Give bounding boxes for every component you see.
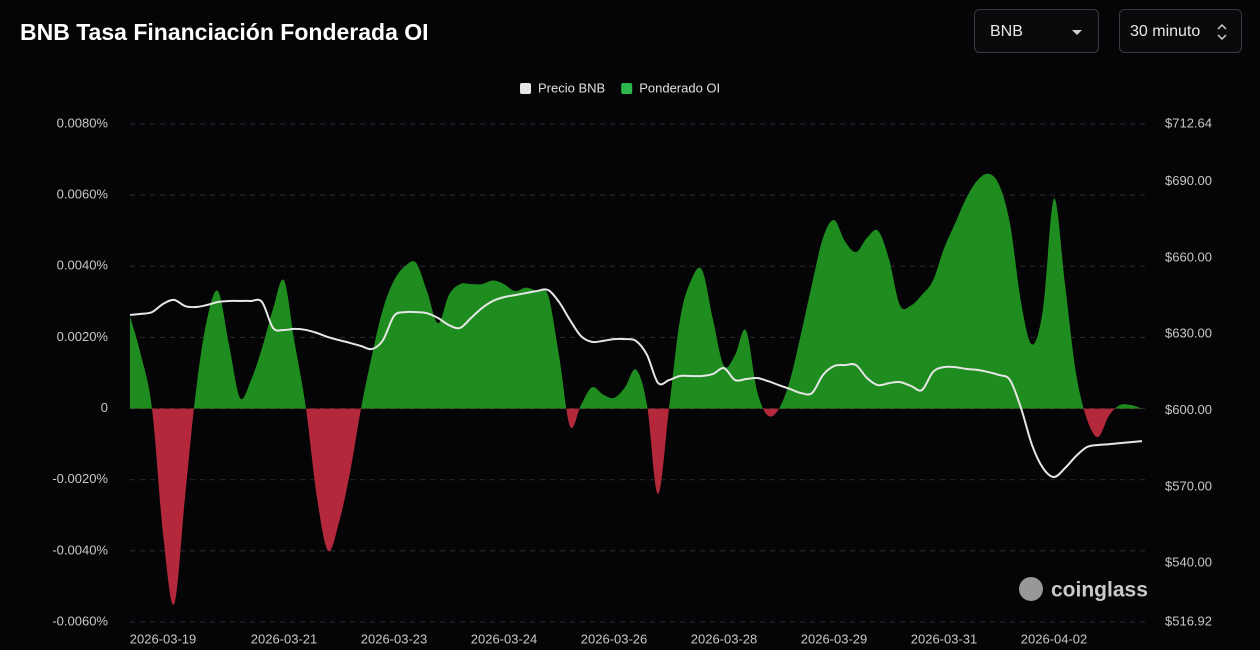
y-tick-label: 0.0080% [57,115,109,130]
stepper-arrows [1217,23,1227,41]
select-box[interactable] [974,9,1099,53]
symbol-select[interactable]: BNB [974,9,1099,53]
chart-title: BNB Tasa Financiación Fonderada OI [20,19,429,45]
y2-tick-label: $600.00 [1165,402,1212,417]
y2-tick-label: $540.00 [1165,555,1212,570]
y-tick-label: -0.0020% [52,471,108,486]
legend-swatch [520,83,531,94]
price-line [129,288,1143,479]
select-value[interactable]: BNB [990,23,1023,40]
funding-area [130,173,1142,605]
legend-label: Precio BNB [538,80,605,95]
y2-tick-label: $516.92 [1165,613,1212,628]
dropdown-arrow [1072,30,1082,35]
y2-tick-label: $690.00 [1165,173,1212,188]
y2-tick-label: $712.64 [1165,115,1212,130]
y-tick-label: -0.0060% [52,613,108,628]
y-tick-label: 0.0020% [57,329,109,344]
x-tick-label: 2026-03-28 [691,631,758,646]
y2-tick-label: $570.00 [1165,478,1212,493]
y-tick-label: 0.0060% [57,187,109,202]
x-tick-label: 2026-04-02 [1021,631,1088,646]
legend-swatch [621,83,633,94]
y-tick-label: 0 [101,400,108,415]
y2-tick-label: $630.00 [1165,326,1212,341]
select-value[interactable]: 30 minuto [1130,23,1200,40]
watermark-logo [1019,577,1043,601]
y-tick-label: 0.0040% [57,258,109,273]
x-tick-label: 2026-03-29 [801,631,868,646]
x-tick-label: 2026-03-26 [581,631,648,646]
x-tick-label: 2026-03-31 [911,631,978,646]
x-tick-label: 2026-03-23 [361,631,428,646]
y-tick-label: -0.0040% [52,542,108,557]
legend-label: Ponderado OI [639,80,720,95]
x-tick-label: 2026-03-24 [471,631,538,646]
y2-tick-label: $660.00 [1165,249,1212,264]
watermark: coinglass [1019,577,1148,602]
x-tick-label: 2026-03-19 [130,631,197,646]
x-tick-label: 2026-03-21 [251,631,318,646]
select-box[interactable] [1119,9,1242,53]
interval-select[interactable]: 30 minuto [1119,9,1242,53]
watermark-text: coinglass [1051,579,1148,602]
legend: Precio BNB Ponderado OI [520,80,720,95]
